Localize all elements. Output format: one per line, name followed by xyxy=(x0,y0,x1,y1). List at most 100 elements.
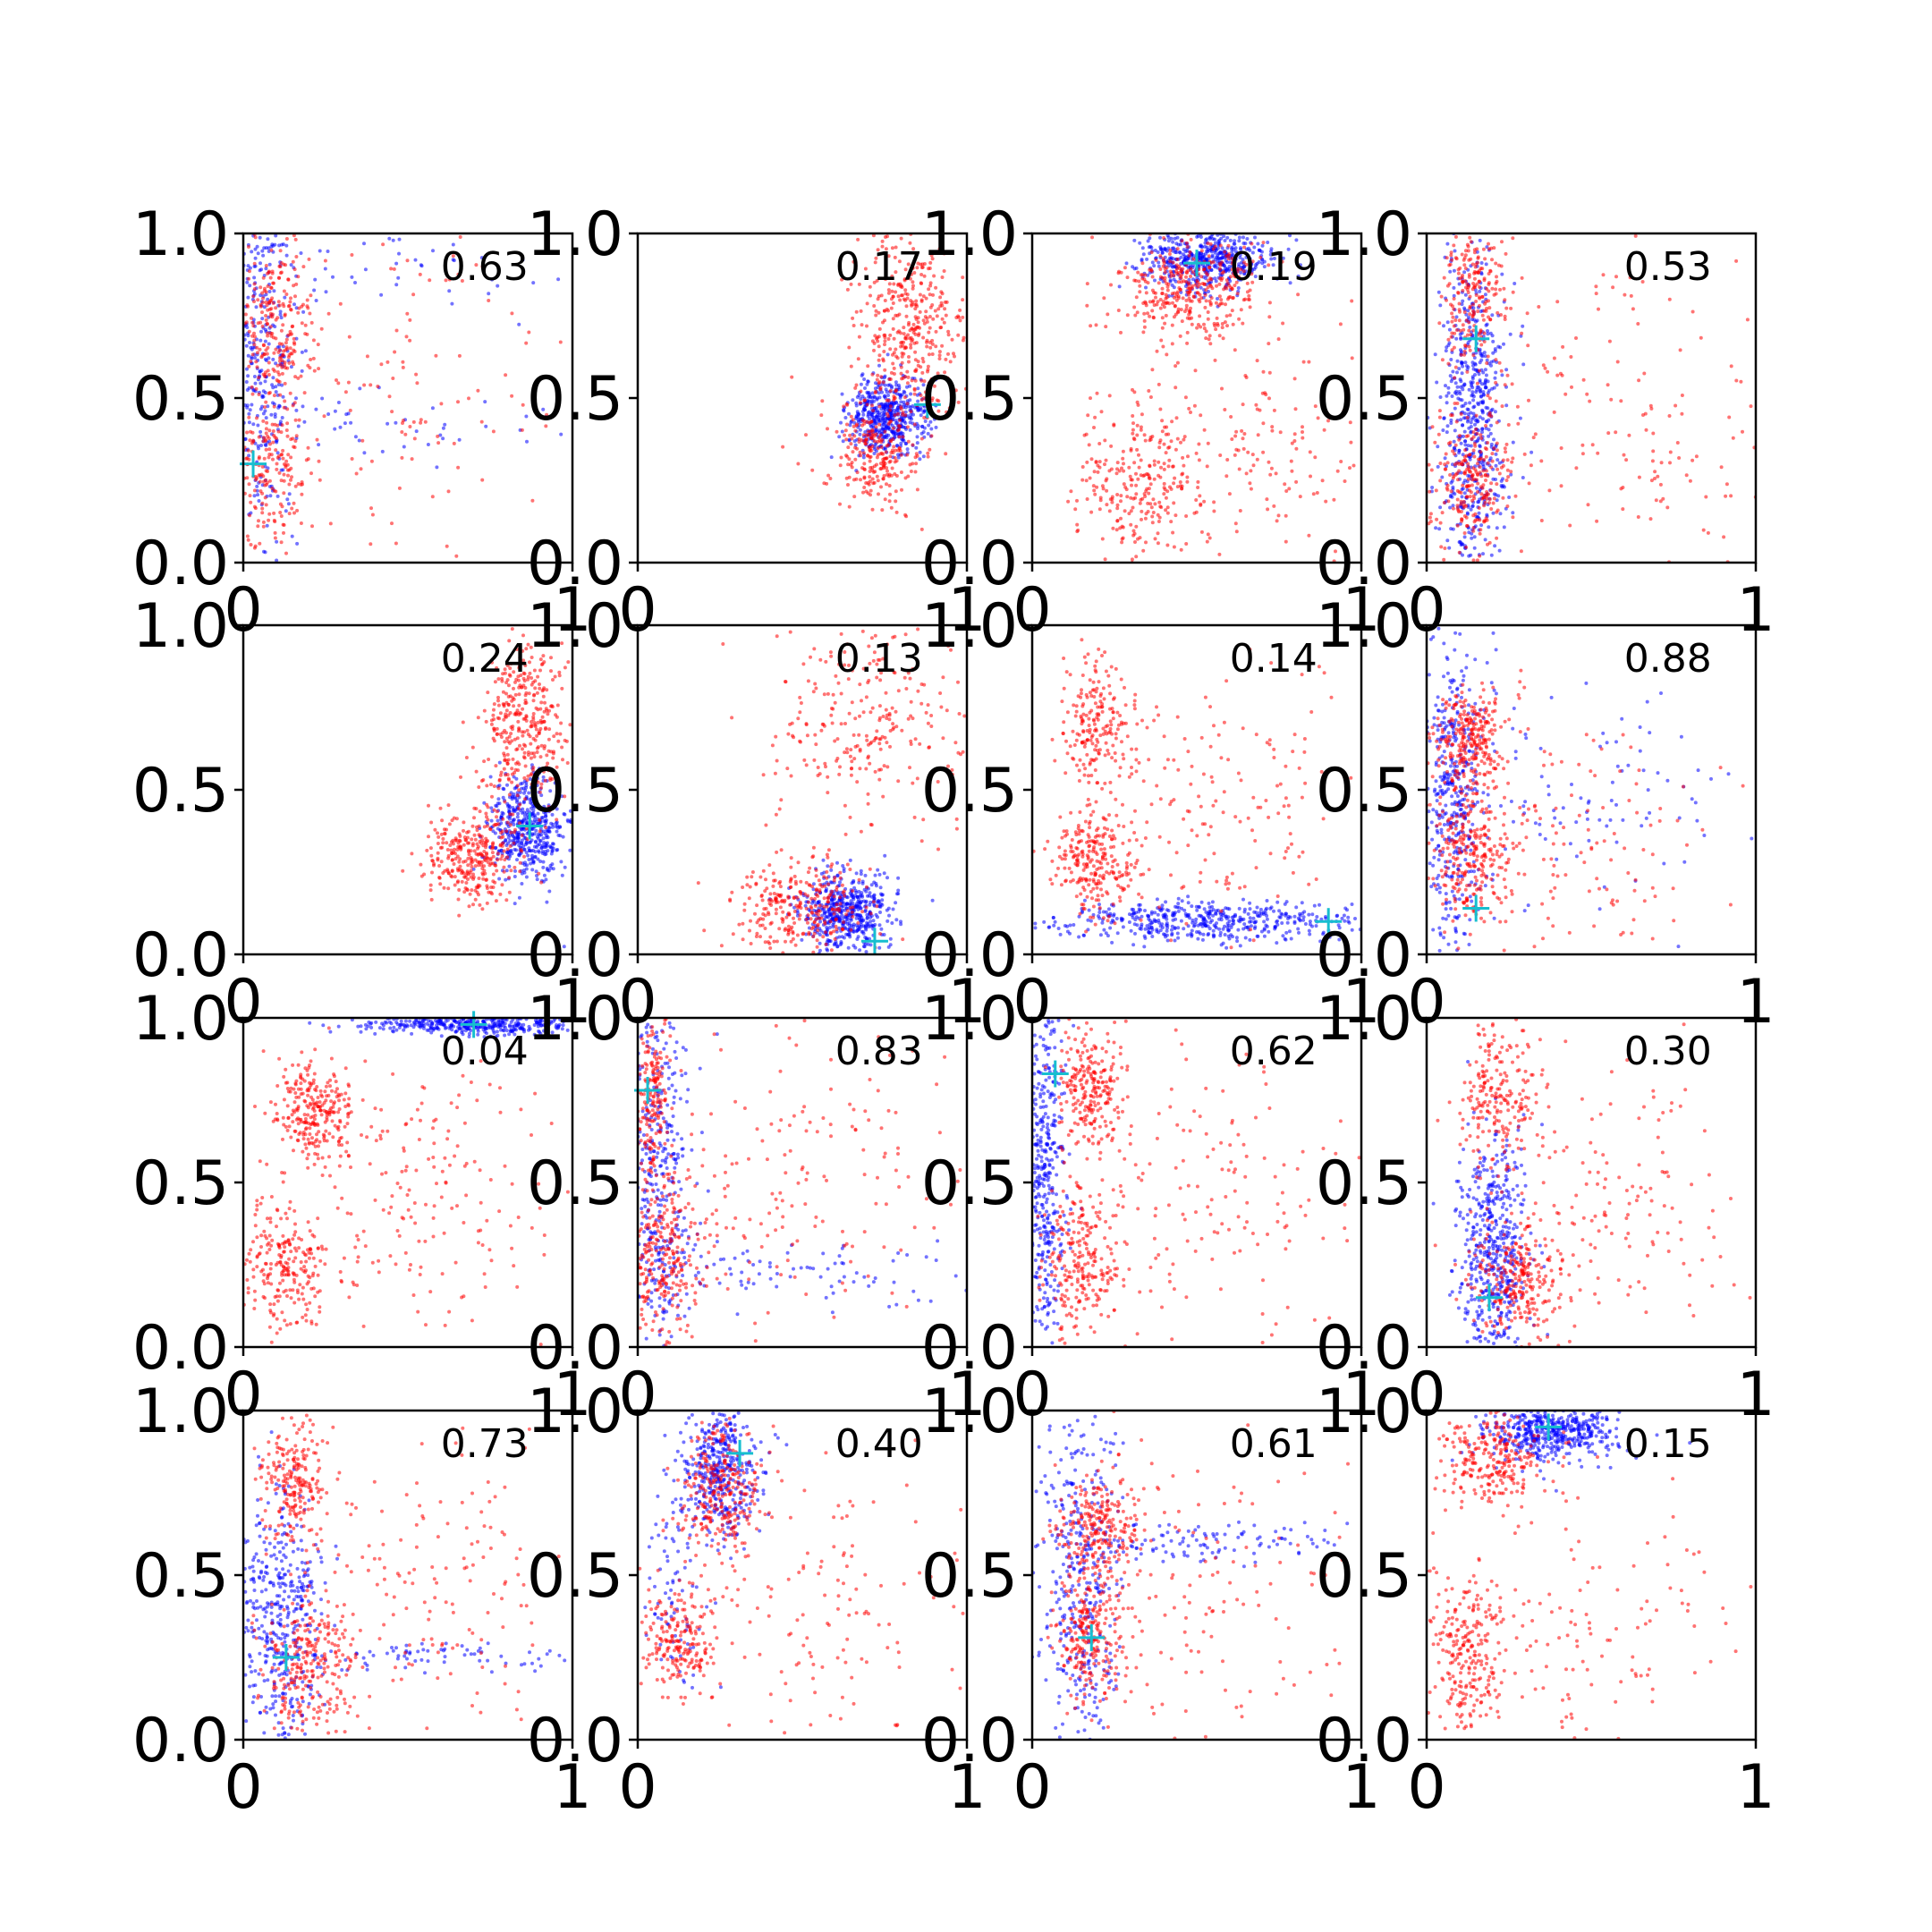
point-red xyxy=(1466,244,1470,249)
point-red xyxy=(1648,517,1653,521)
point-red xyxy=(1149,505,1154,510)
point-blue xyxy=(546,849,550,853)
point-red xyxy=(254,386,258,391)
point-red xyxy=(288,346,292,351)
point-red xyxy=(928,260,933,265)
point-red xyxy=(840,277,844,282)
point-red xyxy=(1189,267,1193,271)
point-red xyxy=(1458,328,1462,333)
point-red xyxy=(446,489,451,494)
point-red xyxy=(390,410,394,414)
point-red xyxy=(293,294,297,299)
point-blue xyxy=(1467,554,1471,558)
point-red xyxy=(1132,390,1137,394)
point-blue xyxy=(275,494,280,498)
point-blue xyxy=(266,404,270,409)
point-red xyxy=(279,479,284,483)
point-red xyxy=(1212,500,1216,504)
point-blue xyxy=(1449,358,1453,361)
point-red xyxy=(1699,335,1703,340)
point-blue xyxy=(1237,239,1241,243)
point-blue xyxy=(507,807,512,811)
point-blue xyxy=(269,412,274,417)
point-red xyxy=(1606,431,1611,436)
point-red xyxy=(846,462,851,467)
point-red xyxy=(1160,302,1165,307)
point-red xyxy=(914,462,919,466)
point-blue xyxy=(451,242,455,247)
point-red xyxy=(1176,309,1181,314)
point-red xyxy=(276,429,281,434)
point-red xyxy=(1440,511,1445,515)
point-red xyxy=(1472,276,1477,281)
point-red xyxy=(940,317,945,321)
point-blue xyxy=(1260,243,1265,248)
point-red xyxy=(1281,321,1285,326)
point-blue xyxy=(854,401,859,405)
subplot-2: 0.17 xyxy=(629,232,969,572)
point-blue xyxy=(1226,268,1231,273)
point-red xyxy=(1427,521,1431,526)
point-red xyxy=(1217,282,1222,286)
point-blue xyxy=(840,392,844,396)
point-red xyxy=(1157,382,1161,386)
point-red xyxy=(386,360,390,364)
point-red xyxy=(1199,530,1204,534)
point-blue xyxy=(488,775,493,779)
point-red xyxy=(1469,490,1473,495)
point-red xyxy=(871,233,876,238)
point-red xyxy=(862,486,867,489)
point-red xyxy=(1463,448,1468,453)
point-blue xyxy=(1262,265,1267,269)
point-blue xyxy=(1504,403,1509,408)
point-blue xyxy=(883,405,887,410)
point-red xyxy=(284,263,288,267)
point-red xyxy=(871,432,876,436)
point-blue xyxy=(245,280,250,284)
point-blue xyxy=(301,404,305,409)
point-red xyxy=(883,299,887,302)
point-red xyxy=(400,455,404,460)
point-red xyxy=(1162,261,1166,266)
point-red xyxy=(873,260,877,265)
point-red xyxy=(252,300,256,304)
point-red xyxy=(1224,278,1229,283)
point-blue xyxy=(284,243,289,248)
point-red xyxy=(1499,313,1503,317)
point-red xyxy=(1158,438,1163,443)
subplot-5: 0.24 xyxy=(234,623,574,963)
point-red xyxy=(1459,490,1463,495)
point-red xyxy=(1094,460,1098,463)
point-red xyxy=(1481,318,1486,322)
point-red xyxy=(1135,447,1140,452)
point-blue xyxy=(525,821,530,825)
point-red xyxy=(1226,253,1231,258)
point-blue xyxy=(566,819,571,824)
point-red xyxy=(1199,502,1203,506)
point-red xyxy=(1680,394,1684,397)
point-blue xyxy=(362,451,367,455)
point-red xyxy=(487,299,491,302)
point-red xyxy=(1073,507,1078,512)
point-red xyxy=(1298,495,1302,499)
point-blue xyxy=(1477,385,1481,389)
point-red xyxy=(1175,247,1180,251)
point-red xyxy=(923,315,928,319)
point-red xyxy=(889,473,894,478)
point-red xyxy=(911,266,915,270)
point-red xyxy=(1205,539,1209,544)
point-blue xyxy=(1448,374,1453,378)
point-blue xyxy=(501,786,505,791)
point-red xyxy=(1555,373,1560,377)
point-red xyxy=(886,411,889,416)
point-red xyxy=(905,381,910,386)
point-red xyxy=(1237,275,1241,279)
point-blue xyxy=(1212,264,1216,268)
point-red xyxy=(317,367,321,371)
point-red xyxy=(1104,458,1108,462)
point-red xyxy=(928,345,933,350)
point-blue xyxy=(905,385,909,389)
point-red xyxy=(1186,268,1191,273)
point-red xyxy=(306,445,310,450)
point-blue xyxy=(504,838,508,842)
